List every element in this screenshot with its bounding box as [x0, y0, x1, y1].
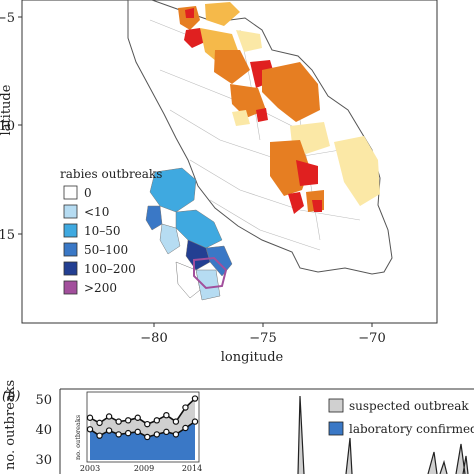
legend-label: 0: [84, 186, 92, 200]
inset-region: [175, 209, 223, 249]
region-patch: [288, 192, 304, 214]
inset-point-confirmed: [144, 433, 151, 441]
inset-point-total: [144, 420, 151, 428]
inset-point-total: [172, 418, 180, 425]
legend-label-confirmed: laboratory confirmed: [349, 422, 474, 436]
inset-point-confirmed: [86, 426, 94, 433]
inset-point-total: [96, 419, 103, 427]
inset-point-total: [105, 413, 113, 420]
timeseries-panel: (b) 50 40 30 no. outbreaks suspected out…: [2, 380, 474, 474]
legend-swatch: [63, 261, 78, 276]
inset-y-label: no. outbreaks: [74, 415, 82, 460]
region-patch: [236, 30, 262, 52]
y-tick-label: 50: [35, 393, 52, 408]
inset-point-total: [86, 414, 94, 421]
region-patch: [232, 110, 250, 126]
region-patch: [214, 50, 250, 84]
inset-point-confirmed: [96, 432, 103, 439]
legend-swatch: [63, 280, 78, 295]
inset-point-confirmed: [124, 429, 132, 437]
inset-point-confirmed: [105, 427, 113, 434]
region-patch: [262, 62, 320, 122]
inset-region: [195, 269, 221, 301]
x-axis-label: longitude: [221, 350, 284, 365]
inset-x-tick: 2009: [134, 464, 154, 473]
inset-region: [145, 205, 163, 231]
inset-point-total: [191, 395, 199, 402]
inset-point-confirmed: [172, 431, 180, 438]
region-patch: [185, 8, 194, 18]
inset-region: [149, 167, 197, 213]
inset-confirmed-area: [90, 421, 195, 460]
inset-x-tick: 2003: [80, 464, 100, 473]
inset-point-total: [124, 417, 132, 424]
series-suspected-outbreak: [297, 395, 469, 474]
peru-outline: [127, 0, 393, 275]
outbreak-regions: [178, 2, 380, 214]
inset-point-confirmed: [115, 431, 122, 438]
region-patch: [230, 84, 266, 118]
inset-chart: no. outbreaks 2003 2009 2014: [74, 391, 202, 473]
inset-point-confirmed: [182, 424, 189, 432]
inset-point-total: [182, 404, 189, 411]
legend-label: 10–50: [84, 224, 121, 238]
inset-point-confirmed: [134, 428, 141, 436]
y-tick-label: 30: [35, 453, 52, 468]
region-patch: [184, 28, 205, 48]
inset-region: [193, 256, 228, 290]
region-patch: [334, 136, 380, 206]
panel-label: (b): [2, 389, 20, 404]
legend-label: 100–200: [84, 262, 136, 276]
inset-map: [145, 167, 233, 301]
inset-point-total: [134, 414, 141, 421]
inset-point-confirmed: [191, 418, 199, 425]
legend-swatch: [63, 185, 78, 200]
region-patch: [312, 200, 322, 212]
x-tick-label: −70: [358, 331, 385, 346]
legend-title: rabies outbreaks: [60, 167, 162, 181]
inset-region: [185, 239, 211, 271]
inset-x-tick: 2014: [182, 464, 202, 473]
inset-point-total: [163, 412, 170, 419]
y-tick-label: −5: [0, 11, 15, 26]
inset-point-confirmed: [153, 431, 161, 438]
x-tick-label: −80: [140, 331, 167, 346]
map-panel: −80 −75 −70 −5 −10 −15 longitude latitud…: [0, 0, 438, 365]
legend-swatch-suspected: [328, 398, 344, 413]
legend-label: <10: [84, 205, 109, 219]
y-axis-label: no. outbreaks: [3, 380, 18, 470]
region-patch: [256, 108, 268, 122]
legend-swatch: [63, 223, 78, 238]
inset-point-confirmed: [163, 428, 170, 436]
map-y-ticks: [18, 16, 22, 235]
legend-label: 50–100: [84, 243, 128, 257]
region-patch: [296, 160, 318, 186]
y-tick-label: 40: [35, 423, 52, 438]
map-legend: rabies outbreaks 0 <10 10–50 50–100 100–200 >…: [60, 167, 162, 295]
legend-label-suspected: suspected outbreak: [349, 399, 469, 413]
y-tick-label: −10: [0, 119, 15, 134]
legend-swatch: [63, 242, 78, 257]
inset-point-total: [115, 418, 122, 425]
inset-point-total: [153, 417, 161, 424]
legend-swatch-confirmed: [328, 421, 344, 436]
legend-label: >200: [84, 281, 117, 295]
region-patch: [205, 2, 240, 26]
inset-region: [159, 223, 181, 255]
x-tick-label: −75: [249, 331, 276, 346]
y-axis-label: latitude: [0, 84, 14, 135]
map-x-ticks: [153, 323, 373, 327]
y-tick-label: −15: [0, 228, 15, 243]
legend-swatch: [63, 204, 78, 219]
